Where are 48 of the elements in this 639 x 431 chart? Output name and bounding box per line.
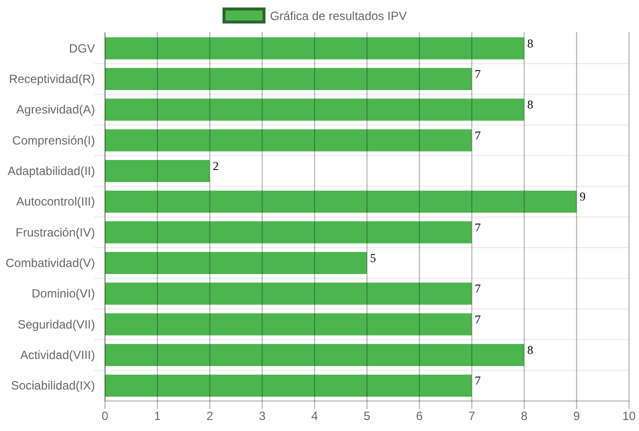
- y-tick-label: Receptividad(R): [8, 72, 95, 86]
- bar: [105, 252, 367, 274]
- data-label: 7: [474, 128, 481, 142]
- y-tick-label: Sociabilidad(IX): [10, 378, 95, 393]
- data-label: 8: [527, 342, 534, 357]
- y-tick-label: Adaptabilidad(II): [8, 164, 95, 178]
- data-label: 7: [474, 374, 481, 388]
- y-tick-label: Autocontrol(III): [16, 194, 95, 209]
- y-tick-label: Agresividad(A): [16, 102, 95, 117]
- bar: [105, 313, 472, 336]
- y-tick-label: Seguridad(VII): [18, 317, 95, 332]
- y-tick-label: Actividad(VIII): [20, 348, 95, 362]
- x-tick-label: 7: [468, 409, 476, 423]
- x-tick-label: 1: [154, 409, 162, 423]
- bar: [105, 37, 524, 60]
- y-tick-label: Comprensión(I): [12, 133, 95, 148]
- y-tick-label: DGV: [68, 41, 95, 56]
- bar: [105, 282, 472, 305]
- y-tick-label: Dominio(VI): [32, 286, 95, 301]
- bar: [105, 344, 524, 366]
- bar: [105, 374, 472, 397]
- data-label: 7: [474, 220, 481, 234]
- x-tick-label: 9: [573, 409, 580, 423]
- x-tick-label: 2: [206, 409, 214, 423]
- x-tick-label: 6: [416, 409, 424, 423]
- x-tick-label: 4: [311, 409, 318, 423]
- x-tick-label: 10: [622, 409, 636, 423]
- data-label: 8: [527, 36, 534, 50]
- bar: [105, 68, 472, 90]
- x-tick-label: 0: [102, 409, 109, 423]
- bar: [105, 221, 472, 244]
- y-tick-label: Frustración(IV): [16, 225, 95, 240]
- x-tick-label: 3: [258, 409, 266, 423]
- data-label: 7: [474, 312, 481, 326]
- bar: [105, 129, 472, 152]
- data-label: 9: [580, 190, 586, 204]
- x-tick-label: 5: [364, 409, 371, 423]
- bar: [105, 160, 210, 182]
- bar: [105, 190, 577, 213]
- data-label: 2: [212, 158, 219, 173]
- data-label: 7: [474, 282, 481, 296]
- legend-label: Gráfica de resultados IPV: [270, 9, 407, 23]
- data-label: 7: [474, 66, 481, 81]
- data-label: 8: [527, 98, 534, 112]
- x-tick-label: 8: [520, 409, 528, 423]
- bar: [105, 98, 524, 121]
- y-tick-label: Combatividad(V): [6, 256, 95, 270]
- data-label: 5: [370, 250, 376, 265]
